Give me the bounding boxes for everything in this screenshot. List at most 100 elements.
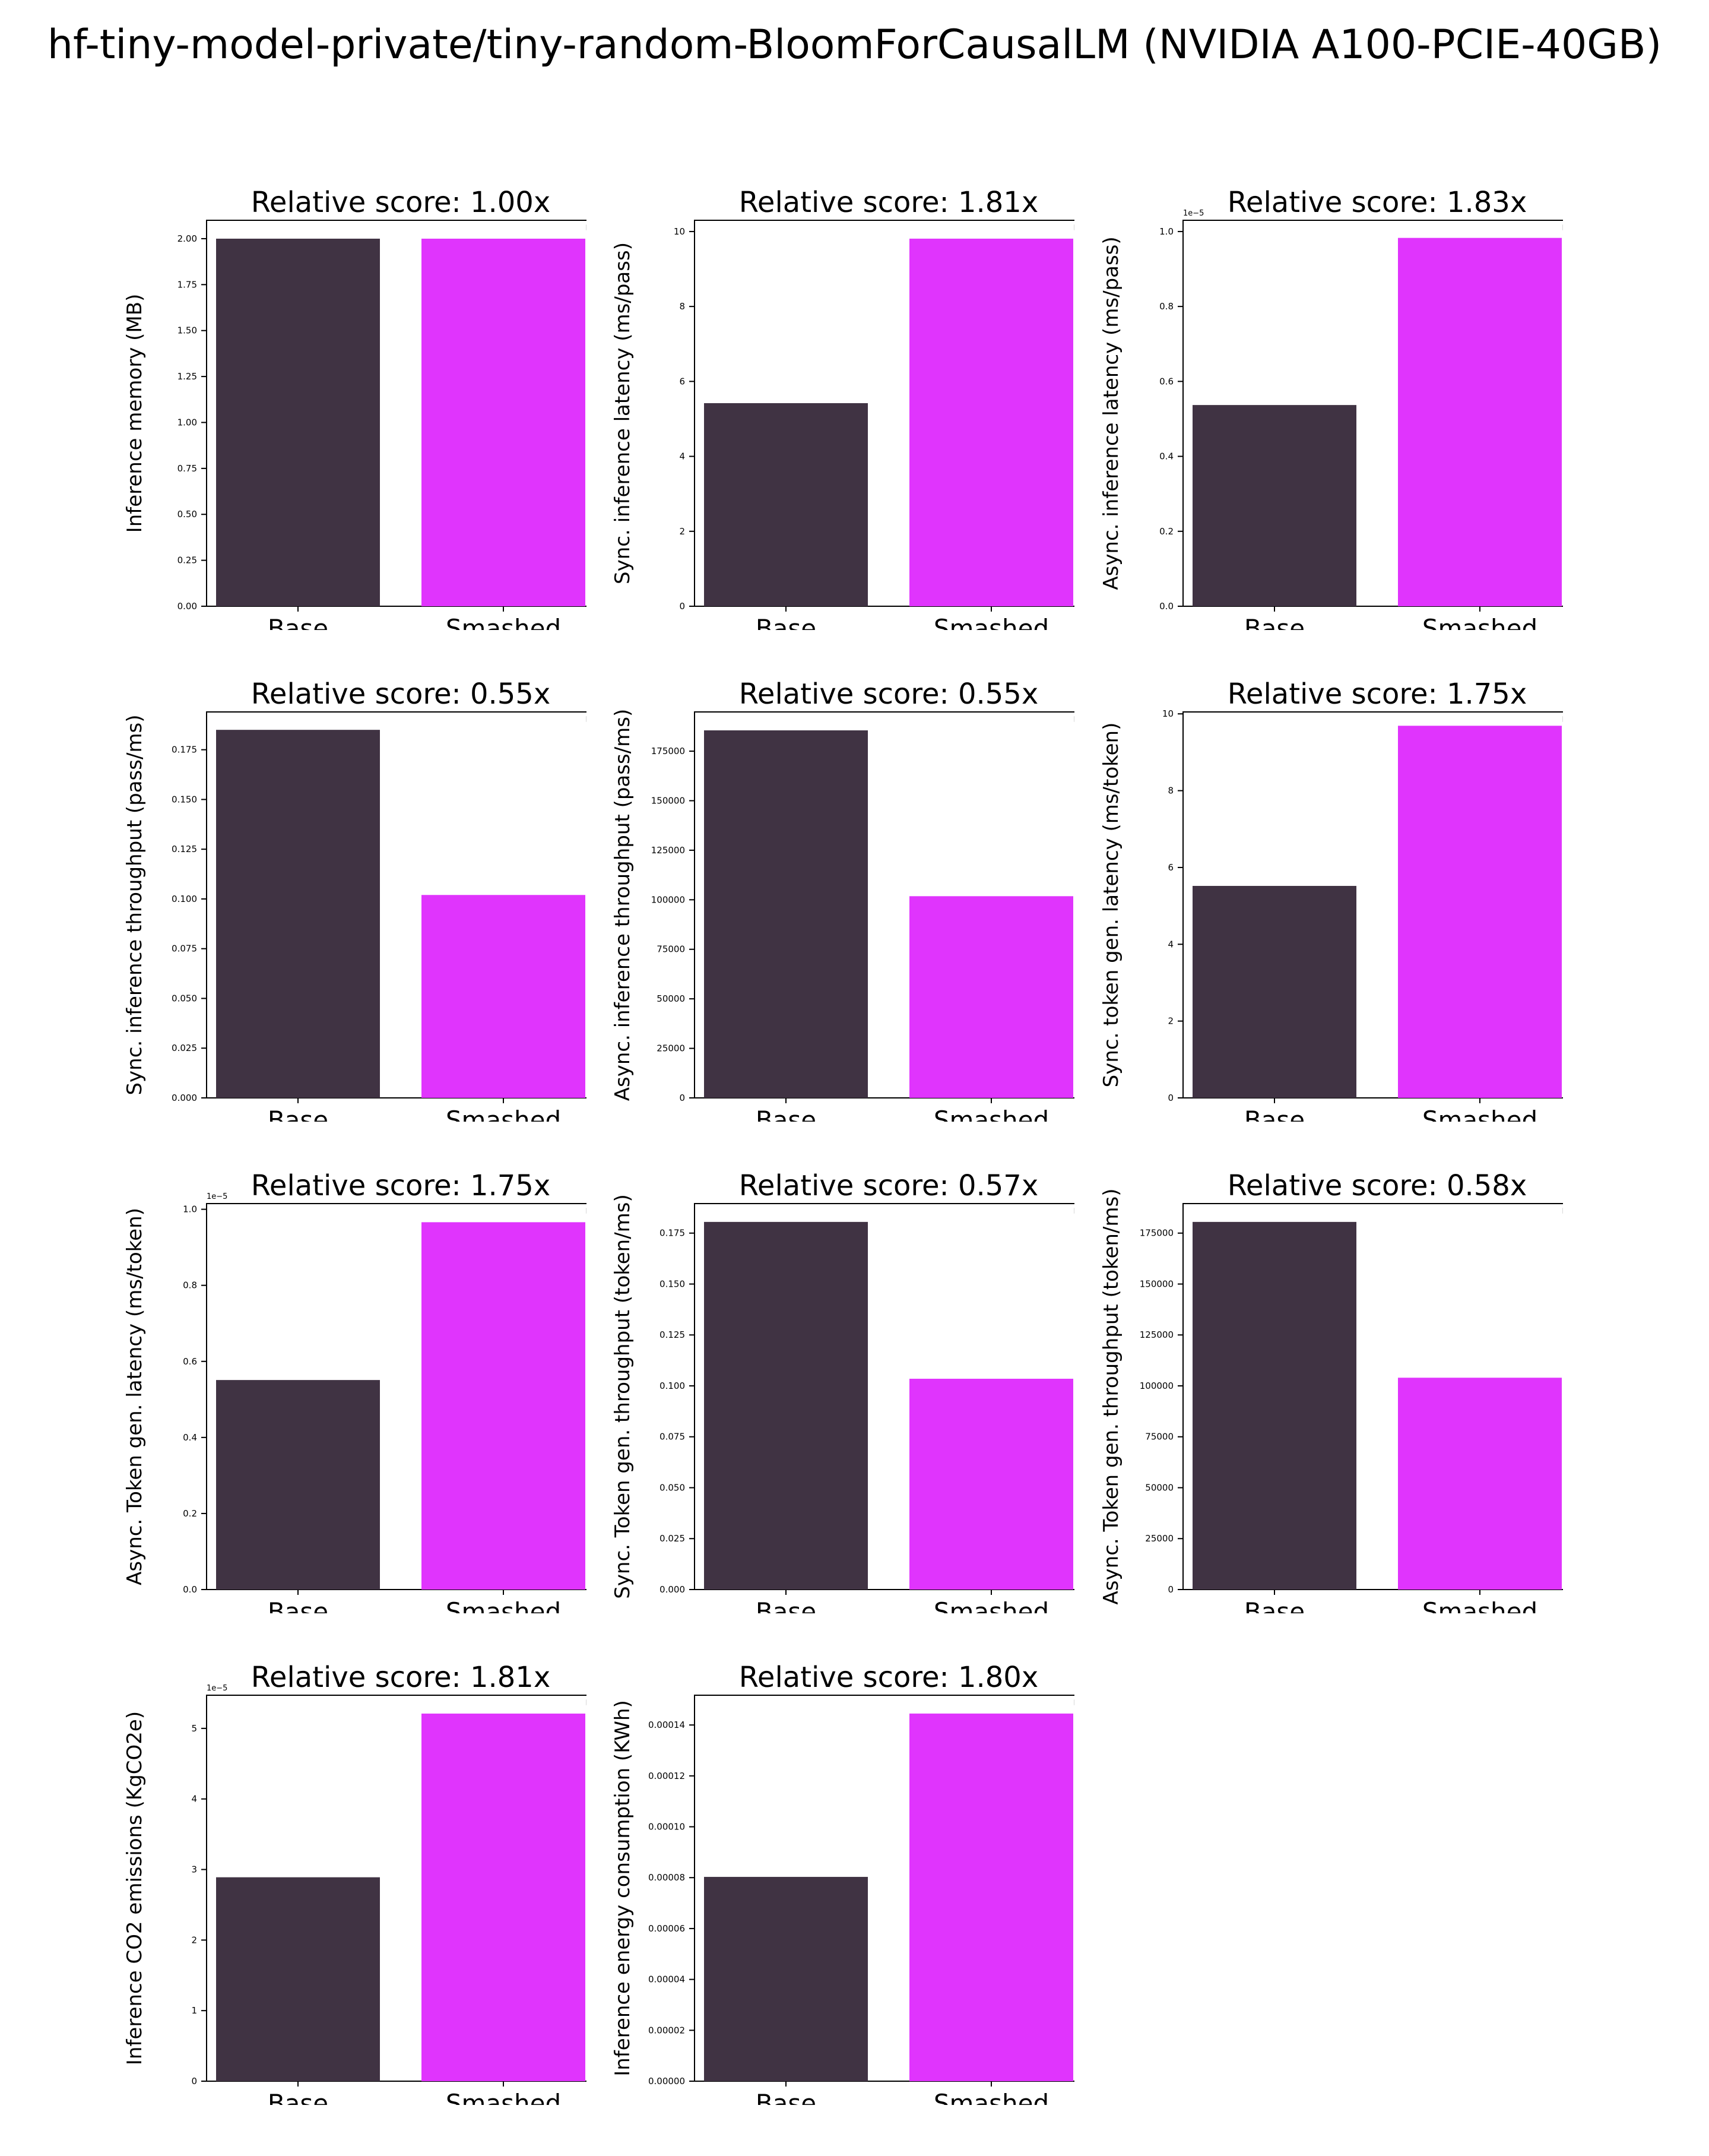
y-tick-label: 8 [1168, 786, 1174, 796]
y-tick-label: 0.2 [1159, 526, 1174, 537]
y-tick-label: 2.00 [177, 233, 197, 244]
y-tick-label: 125000 [1140, 1329, 1174, 1340]
y-tick-label: 125000 [651, 845, 685, 856]
y-tick-label: 0.00002 [648, 2025, 685, 2035]
x-tick-label: Smashed [446, 2089, 561, 2105]
y-axis-label: Async. Token gen. latency (ms/token) [123, 1208, 147, 1585]
y-tick-label: 0.75 [177, 463, 197, 474]
x-tick-label: Smashed [446, 1106, 561, 1122]
y-axis-label: Sync. Token gen. throughput (token/ms) [611, 1194, 635, 1599]
bar-chart-9: Base Smashed 0 25000 50000 75000 100000 125000 1… [1099, 1169, 1563, 1613]
x-tick-label: Base [756, 2089, 816, 2105]
y-tick-label: 25000 [1145, 1533, 1174, 1544]
y-tick-label: 0.100 [659, 1381, 685, 1391]
y-tick-label: 0.150 [172, 794, 197, 805]
x-tick-label: Smashed [934, 614, 1049, 630]
bar-base [704, 1221, 868, 1590]
y-tick-label: 1 [191, 2005, 197, 2016]
x-tick-label: Base [756, 1597, 816, 1613]
bar-base [216, 1380, 380, 1590]
y-tick-label: 1.0 [183, 1204, 197, 1215]
bar-base [1193, 405, 1356, 606]
bar-smashed [1398, 238, 1562, 607]
x-tick-label: Smashed [1422, 1597, 1537, 1613]
y-axis-label: Inference CO2 emissions (KgCO2e) [123, 1711, 147, 2065]
y-tick-label: 0.00014 [648, 1720, 685, 1730]
bar-base [216, 730, 380, 1098]
y-tick-label: 75000 [657, 944, 685, 955]
y-axis-label: Inference energy consumption (KWh) [611, 1700, 635, 2076]
y-tick-label: 0.175 [659, 1228, 685, 1239]
y-tick-label: 0.125 [659, 1329, 685, 1340]
y-tick-label: 0.4 [183, 1432, 197, 1443]
subplot-title: Relative score: 1.80x [739, 1661, 1039, 1694]
x-tick-label: Smashed [1422, 614, 1537, 630]
bar-chart-8: Base Smashed 0.000 0.025 0.050 0.075 0.100 0.12… [611, 1169, 1074, 1613]
y-tick-label: 0 [1168, 1584, 1174, 1595]
y-tick-label: 0.00012 [648, 1771, 685, 1781]
y-tick-label: 0.2 [183, 1508, 197, 1519]
y-tick-label: 0.000 [659, 1584, 685, 1595]
subplot-title: Relative score: 0.58x [1228, 1169, 1527, 1202]
y-tick-label: 50000 [657, 993, 685, 1004]
y-tick-label: 0.025 [659, 1533, 685, 1544]
y-axis-label: Sync. inference latency (ms/pass) [611, 242, 635, 584]
subplot-title: Relative score: 1.81x [251, 1661, 551, 1694]
bar-base [216, 1877, 380, 2081]
y-tick-label: 175000 [1140, 1228, 1174, 1239]
y-tick-label: 10 [674, 226, 685, 237]
bar-chart-6: Base Smashed 0 2 4 6 8 10 Relative score: 1.75x S… [1099, 677, 1563, 1122]
y-tick-label: 0 [191, 2076, 197, 2087]
bar-smashed [421, 1713, 585, 2081]
subplot-title: Relative score: 0.55x [739, 677, 1039, 711]
y-tick-label: 0.0 [1159, 601, 1174, 612]
bar-chart-10: Base Smashed 0 1 2 3 4 5 1e−5 Relative score: 1.8… [123, 1661, 586, 2105]
y-tick-label: 0.0 [183, 1584, 197, 1595]
y-tick-label: 150000 [651, 795, 685, 806]
bar-smashed [421, 1222, 585, 1590]
y-axis-label: Sync. inference throughput (pass/ms) [123, 714, 147, 1095]
y-tick-label: 0.00010 [648, 1822, 685, 1832]
y-tick-label: 6 [679, 376, 685, 387]
y-tick-label: 0.000 [172, 1093, 197, 1103]
subplot-title: Relative score: 0.57x [739, 1169, 1039, 1202]
axis-offset-label: 1e−5 [1183, 209, 1204, 218]
x-tick-label: Base [1244, 614, 1305, 630]
y-tick-label: 0.050 [172, 993, 197, 1003]
axis-offset-label: 1e−5 [207, 1192, 227, 1201]
y-tick-label: 25000 [657, 1043, 685, 1054]
figure-title: hf-tiny-model-private/tiny-random-BloomF… [47, 21, 1662, 68]
y-tick-label: 0.100 [172, 894, 197, 904]
y-tick-label: 10 [1162, 708, 1174, 719]
y-tick-label: 3 [191, 1864, 197, 1875]
x-tick-label: Base [268, 614, 328, 630]
x-tick-label: Base [1244, 1106, 1305, 1122]
bar-smashed [1398, 726, 1562, 1098]
x-tick-label: Base [268, 1106, 328, 1122]
y-tick-label: 1.50 [177, 325, 197, 336]
bar-chart-1: Base Smashed 0.00 0.25 0.50 0.75 1.00 1.25 1.50 1… [123, 186, 586, 630]
y-tick-label: 0.025 [172, 1043, 197, 1053]
bar-chart-3: Base Smashed 0.0 0.2 0.4 0.6 0.8 1.0 1e−5 Relativ… [1099, 186, 1563, 630]
x-tick-label: Base [756, 614, 816, 630]
y-tick-label: 1.0 [1159, 226, 1174, 237]
y-axis-label: Inference memory (MB) [123, 294, 147, 533]
x-tick-label: Smashed [934, 1597, 1049, 1613]
y-tick-label: 0.4 [1159, 451, 1174, 462]
x-tick-label: Base [268, 1597, 328, 1613]
bar-chart-5: Base Smashed 0 25000 50000 75000 100000 125000 1… [611, 677, 1074, 1122]
y-tick-label: 0.50 [177, 509, 197, 520]
y-tick-label: 0.00006 [648, 1923, 685, 1934]
y-tick-label: 0.25 [177, 555, 197, 566]
y-tick-label: 150000 [1140, 1278, 1174, 1289]
subplot-title: Relative score: 0.55x [251, 677, 551, 711]
bar-base [1193, 885, 1356, 1098]
bar-smashed [1398, 1378, 1562, 1590]
x-tick-label: Smashed [446, 1597, 561, 1613]
y-tick-label: 0.6 [183, 1356, 197, 1367]
y-tick-label: 0.6 [1159, 376, 1174, 387]
x-tick-label: Base [756, 1106, 816, 1122]
y-tick-label: 0.125 [172, 844, 197, 854]
x-tick-label: Base [1244, 1597, 1305, 1613]
y-tick-label: 0.075 [659, 1432, 685, 1442]
